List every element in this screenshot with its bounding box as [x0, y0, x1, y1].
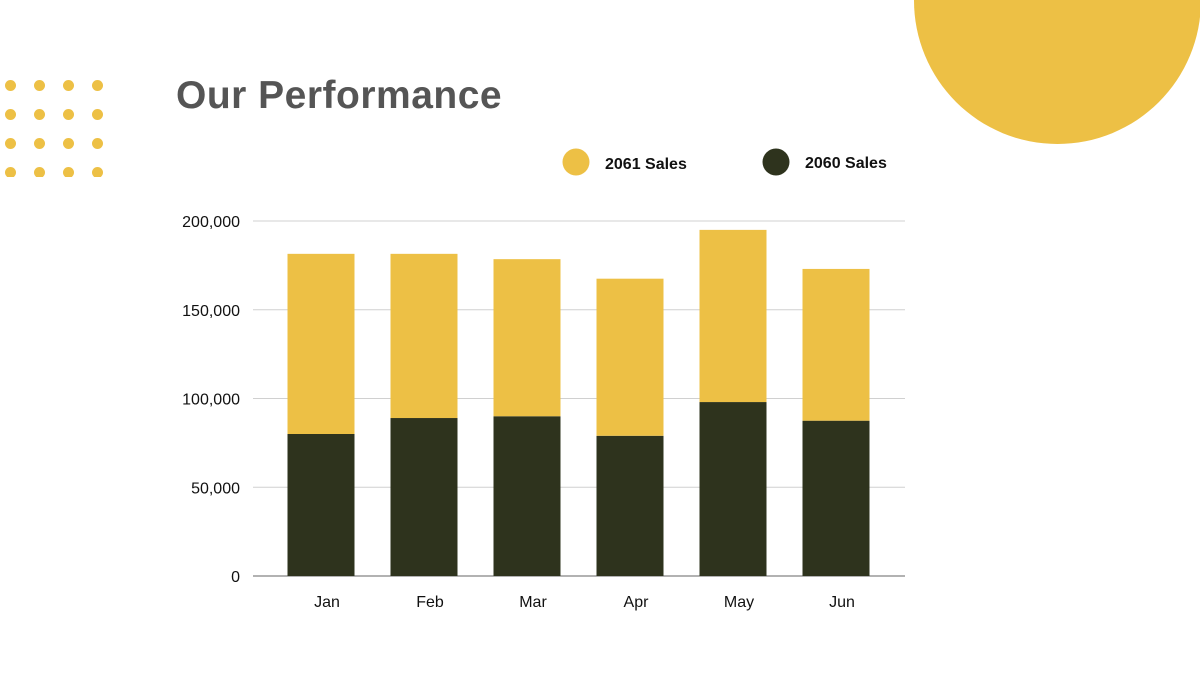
- bar-2061-sales-feb: [390, 253, 458, 419]
- decorative-dot: [5, 109, 16, 120]
- bar-2060-sales-may: [699, 402, 767, 576]
- legend-label: 2061 Sales: [605, 156, 687, 173]
- legend-swatch: [562, 148, 590, 176]
- decorative-dot: [63, 80, 74, 91]
- decorative-dot: [63, 167, 74, 177]
- x-tick-label: May: [724, 594, 754, 611]
- bar-2060-sales-apr: [596, 435, 664, 576]
- legend-swatch: [762, 148, 790, 176]
- x-tick-label: Jan: [314, 594, 340, 611]
- bar-2061-sales-may: [699, 229, 767, 403]
- decorative-dot: [34, 109, 45, 120]
- y-tick-label: 150,000: [182, 303, 240, 320]
- x-tick-label: Jun: [829, 594, 855, 611]
- decorative-dot: [63, 109, 74, 120]
- page-title: Our Performance: [176, 74, 503, 117]
- bar-2061-sales-apr: [596, 278, 664, 436]
- y-tick-label: 50,000: [191, 480, 240, 497]
- bar-2061-sales-jan: [287, 253, 355, 434]
- x-tick-label: Apr: [624, 594, 650, 611]
- bar-2060-sales-mar: [493, 416, 561, 576]
- y-tick-label: 0: [231, 569, 240, 586]
- decorative-dot: [34, 80, 45, 91]
- decorative-dot: [92, 138, 103, 149]
- decorative-dot: [5, 138, 16, 149]
- bar-2061-sales-mar: [493, 259, 561, 417]
- decorative-dot: [92, 167, 103, 177]
- bar-2060-sales-jun: [802, 420, 870, 576]
- decorative-dot-grid: [5, 80, 105, 177]
- decorative-dot: [34, 138, 45, 149]
- y-tick-label: 100,000: [182, 392, 240, 409]
- bar-2060-sales-jan: [287, 434, 355, 576]
- decorative-dot: [34, 167, 45, 177]
- x-tick-label: Mar: [519, 594, 547, 611]
- y-tick-label: 200,000: [182, 214, 240, 231]
- legend-label: 2060 Sales: [805, 155, 887, 172]
- bar-2060-sales-feb: [390, 418, 458, 576]
- x-tick-label: Feb: [416, 594, 444, 611]
- decorative-dot: [5, 167, 16, 177]
- decorative-dot: [63, 138, 74, 149]
- decorative-dot: [92, 80, 103, 91]
- decorative-dot: [92, 109, 103, 120]
- bar-2061-sales-jun: [802, 268, 870, 421]
- decorative-dot: [5, 80, 16, 91]
